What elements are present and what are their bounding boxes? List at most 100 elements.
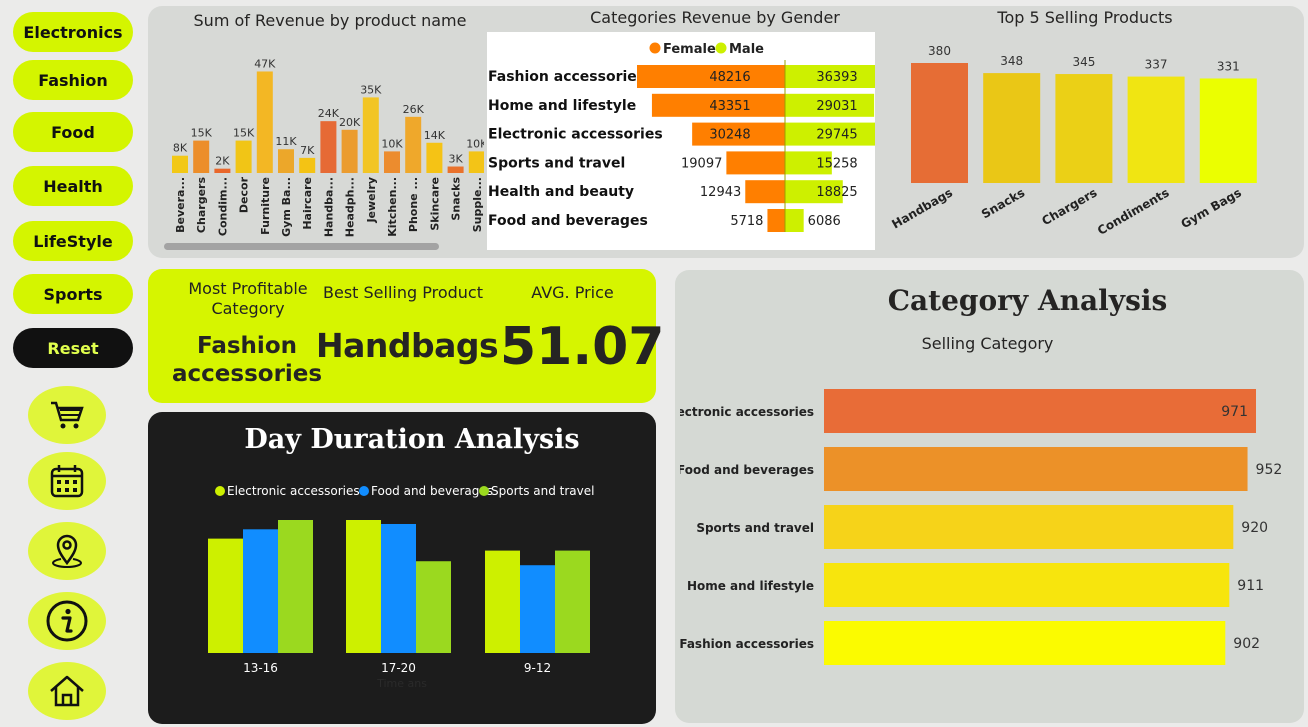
revenue-bar[interactable] [362,97,379,173]
male-value-label: 6086 [808,214,841,229]
revenue-bar[interactable] [193,140,210,173]
day-bar[interactable] [381,523,416,653]
female-bar[interactable] [745,180,785,204]
top5-value-label: 331 [1217,59,1240,73]
home-icon[interactable] [28,662,106,720]
top5-bar[interactable] [983,73,1041,183]
revenue-category-label: Decor [238,176,251,213]
day-legend-label: Electronic accessories [227,484,360,498]
day-bar[interactable] [485,550,520,653]
revenue-bar[interactable] [278,149,294,173]
revenue-bar[interactable] [320,121,337,173]
revenue-category-label: Kitchen... [386,177,399,237]
revenue-value-label: 10K [381,137,403,150]
nav-health-button[interactable]: Health [13,166,133,206]
category-bar[interactable] [824,447,1248,491]
top5-bar[interactable] [911,63,968,183]
category-bar[interactable] [824,505,1234,549]
male-bar[interactable] [785,122,877,146]
male-bar[interactable] [785,209,804,232]
revenue-bar[interactable] [341,129,358,173]
male-bar[interactable] [785,151,832,175]
day-bar[interactable] [346,520,381,653]
nav-food-button[interactable]: Food [13,112,133,152]
male-bar[interactable] [785,93,875,117]
gender-category-label: Electronic accessories [488,127,663,143]
day-legend-label: Sports and travel [491,484,594,498]
kpi-best-label: Best Selling Product [323,283,483,302]
day-legend-label: Food and beverages [371,484,493,498]
revenue-bar[interactable] [235,140,252,173]
day-legend-marker [479,486,489,496]
nav-fashion-button[interactable]: Fashion [13,60,133,100]
top5-chart-area: 380 Handbags 348 Snacks 345 Chargers 337 Condim… [880,32,1290,254]
revenue-bar[interactable] [299,157,316,173]
top5-bar[interactable] [1055,74,1113,183]
male-bar[interactable] [785,65,897,88]
female-bar[interactable] [637,65,785,88]
revenue-bar[interactable] [384,151,400,173]
revenue-chart-title: Sum of Revenue by product name [193,11,467,30]
revenue-value-label: 14K [424,129,446,142]
category-label: Electronic accessories [680,405,814,419]
kpi-card [148,269,656,403]
male-bar[interactable] [785,180,843,204]
category-bar[interactable] [824,389,1256,433]
top5-value-label: 345 [1072,55,1095,69]
day-chart: Electronic accessories Food and beverages… [208,484,594,690]
revenue-bar[interactable] [214,168,231,173]
category-label: Fashion accessories [680,637,814,651]
female-bar[interactable] [726,151,785,175]
info-icon[interactable] [28,592,106,650]
day-bar[interactable] [208,538,243,653]
revenue-category-label: Phone ... [407,177,420,232]
revenue-bar[interactable] [426,142,443,173]
revenue-bar[interactable] [256,71,273,173]
revenue-bar[interactable] [172,155,188,173]
male-value-label: 29031 [816,99,857,114]
top5-bar[interactable] [1199,78,1257,183]
category-bar[interactable] [824,563,1230,607]
gender-chart: Female Male Fashion accessories 48216 36393 H… [488,42,897,232]
category-value-label: 952 [1256,462,1283,478]
revenue-category-label: Bevera... [174,177,187,233]
day-chart-area: Electronic accessories Food and beverages… [158,476,648,716]
day-bar[interactable] [243,529,278,653]
gender-category-label: Fashion accessories [488,69,645,85]
revenue-value-label: 2K [215,155,230,168]
revenue-value-label: 7K [300,144,315,157]
female-bar[interactable] [767,209,785,232]
top5-bar[interactable] [1127,76,1185,183]
cart-icon[interactable] [28,386,106,444]
female-bar[interactable] [692,122,785,146]
category-value-label: 911 [1237,578,1264,594]
revenue-category-label: Headph... [344,177,357,237]
nav-lifestyle-button[interactable]: LifeStyle [13,221,133,261]
day-bar[interactable] [520,565,555,653]
category-label: Food and beverages [680,463,814,477]
revenue-chart-viewport: 8K Bevera... 15K Chargers 2K Condim... 15K Deco… [158,36,484,238]
female-bar[interactable] [651,93,785,117]
nav-sports-button[interactable]: Sports [13,274,133,314]
male-value-label: 18825 [816,185,857,200]
category-bar[interactable] [824,621,1226,665]
revenue-chart-scrollbar[interactable] [164,243,439,250]
revenue-bar[interactable] [447,166,464,173]
calendar-icon[interactable] [28,452,106,510]
male-value-label: 36393 [816,70,857,85]
revenue-bar[interactable] [468,151,484,173]
day-bar[interactable] [278,520,313,653]
day-bar[interactable] [416,561,451,653]
male-value-label: 15258 [816,156,857,171]
revenue-category-label: Furniture [259,177,272,235]
day-bar[interactable] [555,550,590,653]
reset-button[interactable]: Reset [13,328,133,368]
top5-category-label: Condiments [1095,185,1172,237]
female-value-label: 30248 [709,128,750,143]
revenue-bar[interactable] [405,116,422,173]
nav-electronics-button[interactable]: Electronics [13,12,133,52]
female-value-label: 43351 [709,99,750,114]
kpi-avg-label: AVG. Price [531,283,614,302]
female-value-label: 5718 [730,214,763,229]
location-pin-icon[interactable] [28,522,106,580]
